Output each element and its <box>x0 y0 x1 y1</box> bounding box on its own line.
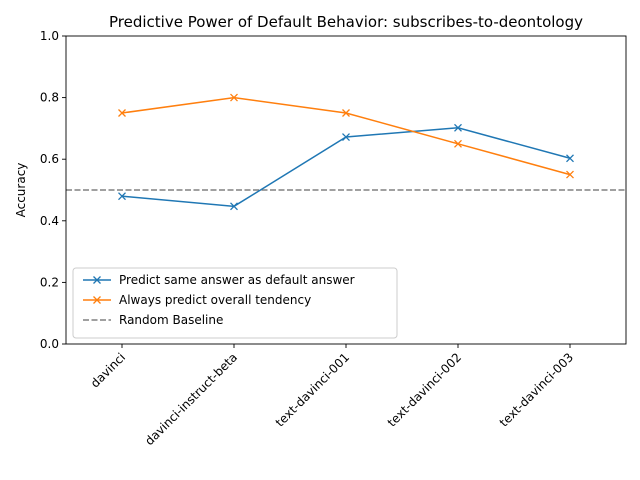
data-point-marker <box>230 202 238 211</box>
series-layer <box>118 93 574 211</box>
legend-box <box>72 267 398 339</box>
y-tick-label: 0.4 <box>40 214 59 228</box>
legend-label: Always predict overall tendency <box>119 293 311 307</box>
legend-marker <box>93 276 101 284</box>
y-axis-label: Accuracy <box>14 163 28 218</box>
data-point-marker <box>342 109 350 117</box>
x-tick-label: davinci-instruct-beta <box>142 350 240 448</box>
chart-title: Predictive Power of Default Behavior: su… <box>109 13 583 31</box>
y-tick-label: 0.0 <box>40 337 59 351</box>
data-point-marker <box>566 170 574 179</box>
legend-label: Predict same answer as default answer <box>119 273 355 287</box>
y-tick-label: 0.2 <box>40 275 59 289</box>
legend: Predict same answer as default answer Alw… <box>72 267 398 339</box>
series-line-2 <box>121 96 571 176</box>
y-tick-label: 1.0 <box>40 29 59 43</box>
data-point-marker <box>454 123 462 132</box>
legend-label: Random Baseline <box>119 313 223 327</box>
axes-layer: 0.0 0.2 0.4 0.6 0.8 1.0 davinci davinci-instruc… <box>40 29 627 448</box>
x-tick-label: text-davinci-003 <box>497 350 576 429</box>
data-point-marker <box>342 133 350 141</box>
legend-marker <box>93 296 101 304</box>
x-tick-label: text-davinci-001 <box>273 350 352 429</box>
data-point-marker <box>454 139 462 148</box>
y-tick-label: 0.6 <box>40 152 59 166</box>
x-tick-label: davinci <box>88 350 128 390</box>
data-point-marker <box>118 192 126 201</box>
data-point-marker <box>566 154 574 163</box>
series-line-1 <box>121 127 571 208</box>
x-tick-label: text-davinci-002 <box>385 350 464 429</box>
y-tick-label: 0.8 <box>40 91 59 105</box>
data-point-marker <box>118 109 126 117</box>
data-point-marker <box>230 93 238 102</box>
